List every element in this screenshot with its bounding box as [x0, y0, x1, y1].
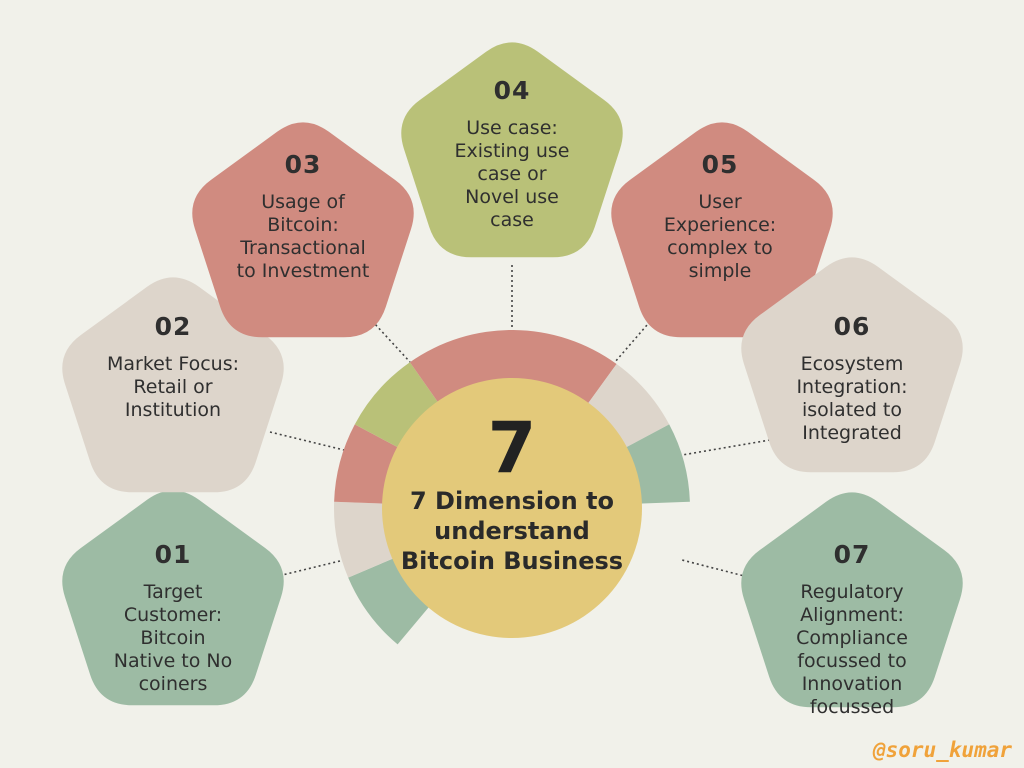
node-label: Use case: Existing use case or Novel use… — [454, 117, 570, 231]
node-04: 04 Use case: Existing use case or Novel u… — [417, 76, 607, 232]
node-number: 06 — [833, 312, 871, 341]
node-number: 05 — [701, 150, 739, 179]
connector-line-07 — [681, 559, 753, 579]
node-label: Regulatory Alignment: Compliance focusse… — [796, 581, 908, 718]
node-label: Market Focus: Retail or Institution — [106, 353, 240, 421]
pentagon-04 — [401, 42, 623, 258]
pentagon-01 — [62, 490, 284, 706]
node-number: 04 — [493, 76, 531, 105]
node-06: 06 Ecosystem Integration: isolated to Int… — [757, 312, 947, 445]
node-number: 07 — [833, 540, 871, 569]
pentagon-group — [62, 42, 963, 708]
ring-segment-06 — [584, 364, 670, 450]
connector-line-02 — [269, 431, 345, 451]
node-02: 02 Market Focus: Retail or Institution — [78, 312, 268, 422]
ring-segment-01 — [348, 556, 433, 645]
node-03: 03 Usage of Bitcoin: Transactional to Inv… — [208, 150, 398, 283]
ring-segment-04 — [354, 362, 441, 450]
node-label: Usage of Bitcoin: Transactional to Inves… — [236, 191, 370, 282]
center-title: 7 Dimension to understand Bitcoin Busine… — [400, 487, 624, 575]
pentagon-02 — [62, 277, 284, 493]
node-label: User Experience: complex to simple — [663, 191, 777, 282]
node-number: 01 — [154, 540, 192, 569]
node-07: 07 Regulatory Alignment: Compliance focus… — [757, 540, 947, 719]
node-label: Ecosystem Integration: isolated to Integ… — [796, 353, 908, 444]
node-label: Target Customer: Bitcoin Native to No co… — [113, 581, 233, 695]
node-05: 05 User Experience: complex to simple — [625, 150, 815, 283]
pentagon-03 — [192, 122, 414, 338]
pentagon-07 — [741, 492, 963, 708]
node-number: 02 — [154, 312, 192, 341]
node-01: 01 Target Customer: Bitcoin Native to No … — [78, 540, 268, 696]
center-label: 7 7 Dimension to understand Bitcoin Busi… — [392, 412, 632, 576]
node-number: 03 — [284, 150, 322, 179]
center-circle — [382, 378, 642, 638]
pentagon-05 — [611, 122, 833, 338]
ring-segment-02 — [333, 501, 398, 578]
pentagon-06 — [741, 257, 963, 473]
center-number: 7 — [487, 407, 537, 489]
author-handle: @soru_kumar — [872, 738, 1012, 762]
